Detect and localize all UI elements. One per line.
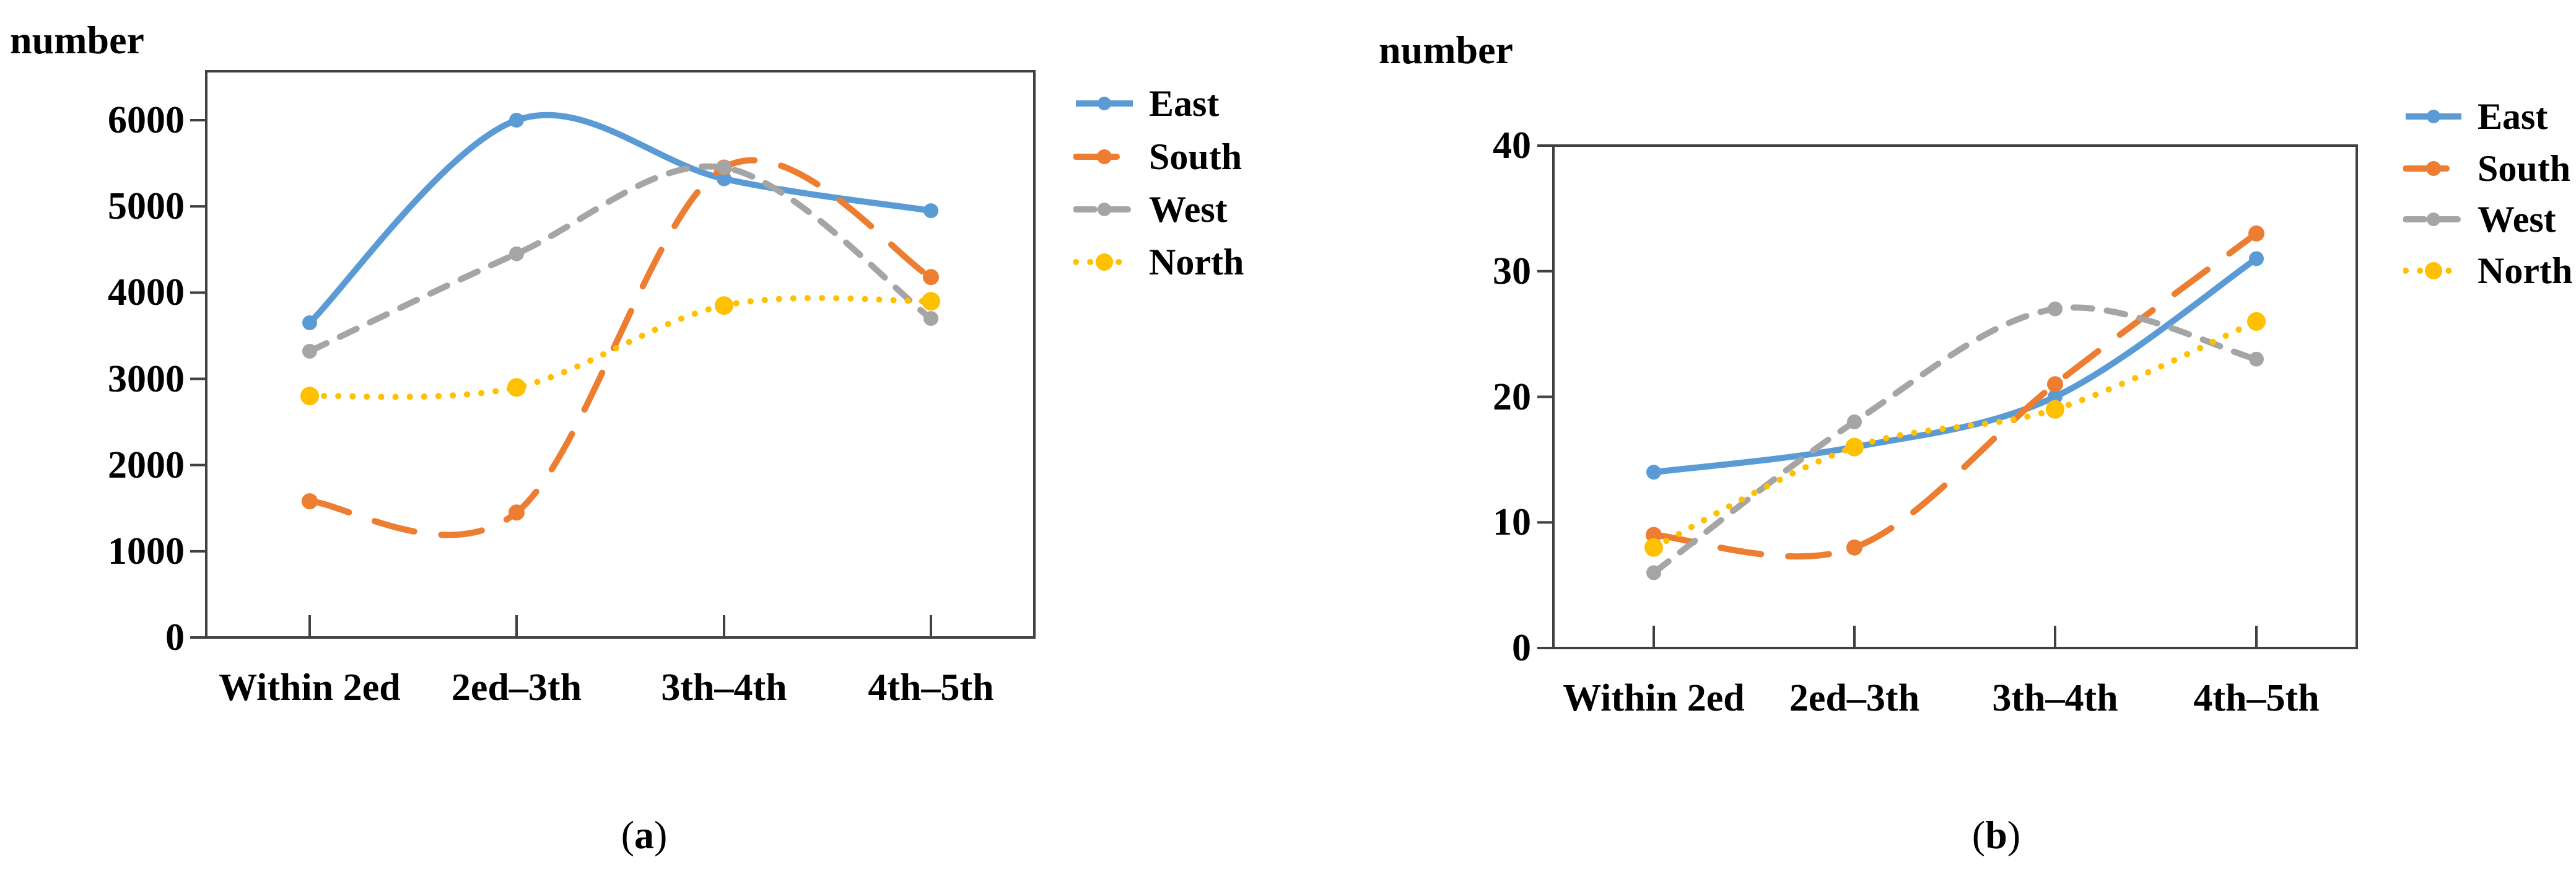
series-west-marker-b-0: [1646, 565, 1661, 580]
legend-item-west-a: West: [1073, 190, 1228, 229]
series-south-marker-b-1: [1846, 539, 1862, 556]
panel-a-x-tick-label-0: Within 2ed: [219, 667, 401, 709]
legend-item-east-a: East: [1073, 84, 1219, 123]
legend-label-east: East: [2478, 96, 2548, 137]
panel-a-caption: (a): [621, 815, 668, 855]
panel-a-y-tick-label-0: 0: [165, 616, 185, 659]
panel-b-x-tick-label-2: 3th–4th: [1992, 677, 2118, 719]
legend-label-west: West: [2478, 199, 2556, 240]
series-north-marker-a-0: [300, 387, 319, 406]
panel-b-y-tick-label-20: 20: [1493, 375, 1531, 418]
caption-a-open-paren: (: [621, 813, 634, 857]
series-north-marker-b-2: [2046, 400, 2064, 419]
series-east-marker-a-3: [923, 203, 938, 219]
series-east-marker-a-1: [509, 113, 524, 128]
legend-swatch-north-icon: [1073, 253, 1136, 271]
series-west-marker-b-3: [2249, 351, 2264, 367]
series-south-line-b: [1651, 230, 2259, 560]
series-east-marker-b-2: [2048, 389, 2063, 405]
series-west-marker-a-1: [509, 246, 524, 261]
legend-label-south: South: [1149, 136, 1242, 177]
series-north-marker-a-2: [715, 296, 733, 315]
legend-label-west: West: [1149, 189, 1228, 230]
panel-b-y-tick-label-10: 10: [1493, 501, 1531, 544]
series-south-marker-b-2: [2047, 376, 2063, 393]
panel-b-x-tick-label-0: Within 2ed: [1563, 677, 1745, 719]
panel-b-x-tick-label-1: 2ed–3th: [1789, 677, 1920, 719]
panel-a-x-tick-label-3: 4th–5th: [868, 667, 994, 709]
legend-swatch-east-icon: [1076, 97, 1133, 110]
series-west-line-a: [307, 163, 934, 354]
caption-b-open-paren: (: [1971, 813, 1986, 857]
series-north-marker-a-1: [507, 378, 526, 397]
legend-swatch-north-icon: [2403, 262, 2465, 279]
panel-a-y-tick-label-1000: 1000: [108, 530, 185, 572]
series-west-marker-a-0: [302, 344, 317, 359]
series-east-marker-b-0: [1646, 465, 1661, 480]
legend-item-south-b: South: [2403, 149, 2570, 188]
panel-a-plot-border: [205, 70, 1036, 639]
legend-item-north-a: North: [1073, 243, 1244, 281]
panel-a-y-tick-label-3000: 3000: [108, 357, 185, 400]
series-north-marker-b-3: [2247, 312, 2266, 331]
series-west-marker-a-2: [717, 160, 731, 175]
legend-swatch-south-icon: [2403, 161, 2465, 176]
series-east-line-a: [307, 112, 932, 325]
series-north-marker-b-1: [1845, 437, 1864, 457]
series-south-marker-a-0: [302, 493, 318, 510]
panel-a-y-tick-label-2000: 2000: [108, 444, 185, 486]
panel-b-y-axis-title: number: [1379, 28, 1513, 72]
legend-label-north: North: [2478, 250, 2573, 291]
panel-b-plot-border: [1552, 144, 2358, 649]
series-west-marker-b-2: [2048, 301, 2063, 317]
series-south-marker-b-0: [1646, 527, 1662, 543]
panel-a-y-tick-label-6000: 6000: [108, 99, 185, 141]
panel-b-x-tick-label-3: 4th–5th: [2193, 677, 2320, 719]
series-west-marker-b-1: [1847, 414, 1862, 429]
panel-a-y-axis-title: number: [10, 18, 144, 62]
caption-b-close-paren: ): [2007, 813, 2021, 857]
series-south-line-a: [307, 157, 934, 538]
series-south-marker-a-3: [923, 269, 939, 286]
legend-label-south: South: [2478, 148, 2571, 189]
legend-swatch-south-icon: [1073, 149, 1136, 164]
panel-b-caption: (b): [1972, 815, 2020, 855]
legend-item-east-b: East: [2403, 97, 2548, 136]
legend-item-south-a: South: [1073, 138, 1242, 176]
panel-b-y-tick-label-30: 30: [1493, 250, 1531, 292]
caption-b-letter: b: [1985, 813, 2007, 857]
series-north-marker-a-3: [922, 292, 940, 311]
series-east-marker-a-2: [717, 171, 731, 186]
legend-item-north-b: North: [2403, 252, 2572, 290]
series-west-line-b: [1651, 304, 2259, 576]
panel-a-x-tick-label-2: 3th–4th: [661, 667, 787, 709]
series-north-line-a: [307, 295, 934, 400]
series-east-line-b: [1653, 256, 2258, 476]
panel-a-y-tick-label-4000: 4000: [108, 271, 185, 314]
series-east-marker-b-3: [2249, 251, 2264, 266]
series-south-marker-b-3: [2248, 225, 2264, 242]
caption-a-letter: a: [634, 813, 654, 857]
legend-label-east: East: [1149, 83, 1220, 124]
series-west-marker-a-3: [923, 311, 938, 326]
series-east-marker-a-0: [302, 315, 317, 330]
legend-swatch-west-icon: [1073, 203, 1136, 216]
legend-swatch-east-icon: [2406, 110, 2461, 123]
panel-b-y-tick-label-40: 40: [1493, 125, 1531, 167]
panel-a-y-tick-label-5000: 5000: [108, 185, 185, 228]
legend-swatch-west-icon: [2403, 212, 2465, 226]
panel-b-y-tick-label-0: 0: [1512, 627, 1531, 669]
series-north-marker-b-0: [1644, 538, 1663, 557]
series-south-marker-a-1: [509, 504, 525, 521]
caption-a-close-paren: ): [654, 813, 668, 857]
legend-item-west-b: West: [2403, 200, 2556, 239]
legend-label-north: North: [1149, 242, 1244, 283]
panel-a-x-tick-label-1: 2ed–3th: [451, 667, 582, 709]
